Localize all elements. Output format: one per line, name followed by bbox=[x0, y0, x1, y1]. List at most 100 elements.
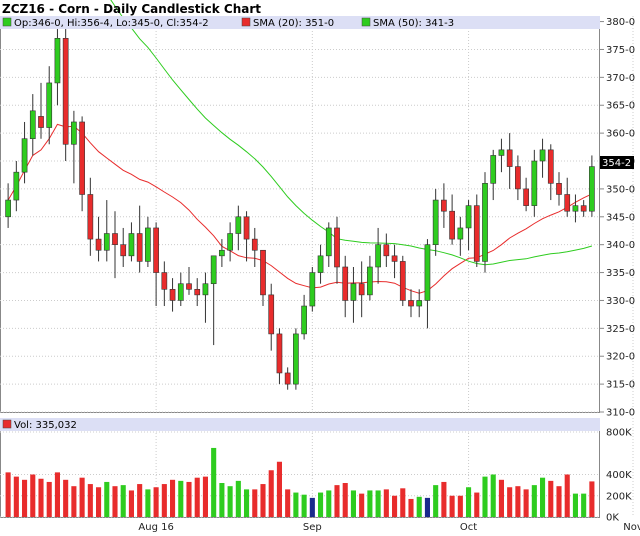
candle-body bbox=[293, 333, 299, 385]
candle-body bbox=[13, 171, 20, 201]
y-tick-label: 325-0 bbox=[606, 324, 635, 335]
candle-body bbox=[325, 227, 332, 257]
legend-bar bbox=[0, 16, 600, 29]
candle-body bbox=[473, 205, 480, 262]
candle-body bbox=[515, 166, 521, 190]
candle-body bbox=[350, 283, 357, 301]
volume-bar bbox=[441, 481, 447, 517]
volume-bar bbox=[46, 481, 52, 517]
candle-body bbox=[54, 38, 61, 84]
volume-bar bbox=[334, 485, 340, 517]
candle-body bbox=[276, 333, 283, 374]
volume-bar bbox=[359, 493, 365, 517]
volume-bar bbox=[433, 485, 439, 517]
candle-body bbox=[128, 233, 135, 257]
volume-bar bbox=[540, 477, 546, 517]
volume-bar bbox=[137, 484, 143, 517]
candle-body bbox=[38, 116, 44, 128]
volume-bar bbox=[309, 497, 315, 517]
volume-bar bbox=[474, 492, 480, 517]
volume-bar bbox=[63, 479, 69, 517]
candle-body bbox=[441, 199, 447, 212]
y-tick-label: 345-0 bbox=[606, 212, 635, 223]
candle-body bbox=[202, 283, 209, 296]
candle-body bbox=[383, 244, 390, 257]
volume-bar bbox=[54, 472, 60, 517]
volume-bar bbox=[227, 486, 233, 517]
volume-bar bbox=[276, 461, 282, 517]
candle-body bbox=[71, 121, 77, 145]
candle-body bbox=[580, 205, 587, 212]
candle-body bbox=[449, 210, 455, 240]
volume-bar bbox=[572, 493, 578, 517]
volume-bar bbox=[268, 470, 274, 517]
candle-body bbox=[506, 149, 513, 167]
volume-bar bbox=[153, 487, 159, 517]
candle-body bbox=[556, 183, 562, 195]
y-tick-label: 360-0 bbox=[606, 129, 635, 140]
candle-body bbox=[219, 249, 225, 257]
candle-body bbox=[498, 149, 505, 156]
volume-tick-label: 200K bbox=[606, 491, 632, 502]
x-tick-label: Nov bbox=[623, 522, 640, 533]
candle-body bbox=[112, 233, 118, 245]
candle-body bbox=[482, 183, 488, 262]
volume-legend-bar bbox=[0, 418, 600, 431]
volume-bar bbox=[219, 483, 225, 517]
candle-body bbox=[375, 244, 381, 268]
sma50-legend: SMA (50): 341-3 bbox=[373, 18, 454, 29]
y-tick-label: 330-0 bbox=[606, 296, 635, 307]
volume-bar bbox=[5, 472, 11, 517]
volume-bar bbox=[104, 481, 110, 517]
volume-bar bbox=[326, 490, 332, 517]
volume-tick-label: 800K bbox=[606, 428, 632, 439]
volume-bar bbox=[466, 487, 472, 517]
volume-bar bbox=[383, 489, 389, 517]
volume-bar bbox=[161, 484, 167, 517]
candle-body bbox=[103, 233, 110, 251]
volume-tick-label: 0K bbox=[606, 513, 619, 524]
volume-bar bbox=[367, 490, 373, 517]
last-price-label: 354-2 bbox=[602, 158, 631, 169]
candle-body bbox=[284, 372, 291, 385]
y-tick-label: 370-0 bbox=[606, 73, 635, 84]
candle-body bbox=[416, 300, 423, 307]
candle-body bbox=[62, 38, 69, 145]
candle-body bbox=[5, 199, 11, 218]
candle-body bbox=[227, 233, 233, 251]
candle-body bbox=[490, 155, 497, 184]
candle-body bbox=[161, 272, 168, 290]
candle-body bbox=[21, 138, 28, 173]
volume-bar bbox=[318, 492, 324, 517]
ohlc-legend-icon bbox=[2, 17, 12, 27]
candle-body bbox=[342, 266, 349, 301]
candle-body bbox=[539, 149, 546, 162]
candle-body bbox=[95, 238, 102, 251]
y-tick-label: 340-0 bbox=[606, 240, 635, 251]
candle-body bbox=[268, 294, 275, 335]
volume-bar bbox=[235, 480, 241, 517]
candle-body bbox=[46, 82, 53, 128]
y-tick-label: 335-0 bbox=[606, 268, 635, 279]
volume-bar bbox=[350, 490, 356, 517]
candle-body bbox=[367, 266, 373, 296]
volume-tick-label: 400K bbox=[606, 470, 632, 481]
volume-bar bbox=[194, 477, 200, 517]
sma20-legend-icon bbox=[241, 17, 251, 27]
candle-body bbox=[424, 244, 431, 301]
candle-body bbox=[432, 199, 439, 245]
last-price-box bbox=[600, 156, 634, 169]
ohlc-summary: Op:346-0, Hi:356-4, Lo:345-0, Cl:354-2 bbox=[14, 18, 209, 29]
candle-body bbox=[301, 305, 307, 335]
volume-bar bbox=[71, 486, 77, 517]
y-tick-label: 320-0 bbox=[606, 352, 635, 363]
candle-body bbox=[564, 194, 571, 212]
sma50-legend-icon bbox=[361, 17, 371, 27]
candle-body bbox=[79, 121, 85, 195]
volume-bar bbox=[515, 486, 521, 517]
candle-body bbox=[153, 227, 159, 273]
volume-bar bbox=[301, 494, 307, 517]
volume-bar bbox=[293, 492, 299, 517]
volume-bar bbox=[342, 483, 348, 517]
